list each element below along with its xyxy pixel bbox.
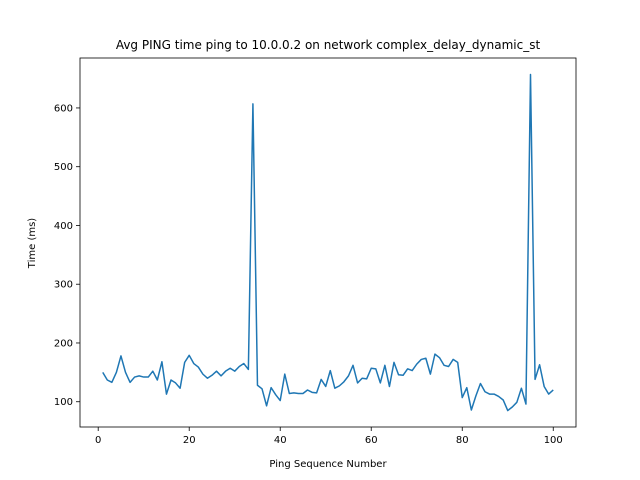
y-tick-label: 400 [54,221,73,232]
series-line [102,73,554,412]
y-tick-label: 500 [54,162,73,173]
y-tick-label: 600 [54,103,73,114]
plot-area [80,58,576,427]
x-tick-label: 40 [274,435,287,446]
y-axis: 100 200 300 400 500 600 [54,103,80,408]
x-axis-label: Ping Sequence Number [269,459,387,470]
y-tick-label: 100 [54,397,73,408]
x-tick-label: 20 [183,435,196,446]
chart-title: Avg PING time ping to 10.0.0.2 on networ… [116,38,541,52]
y-axis-label: Time (ms) [27,218,38,270]
y-tick-label: 200 [54,338,73,349]
y-tick-label: 300 [54,280,73,291]
x-tick-label: 100 [544,435,563,446]
x-tick-label: 60 [365,435,378,446]
plot-frame [79,57,577,428]
x-axis: 0 20 40 60 80 100 [95,427,563,446]
x-tick-label: 80 [456,435,469,446]
x-tick-label: 0 [95,435,101,446]
